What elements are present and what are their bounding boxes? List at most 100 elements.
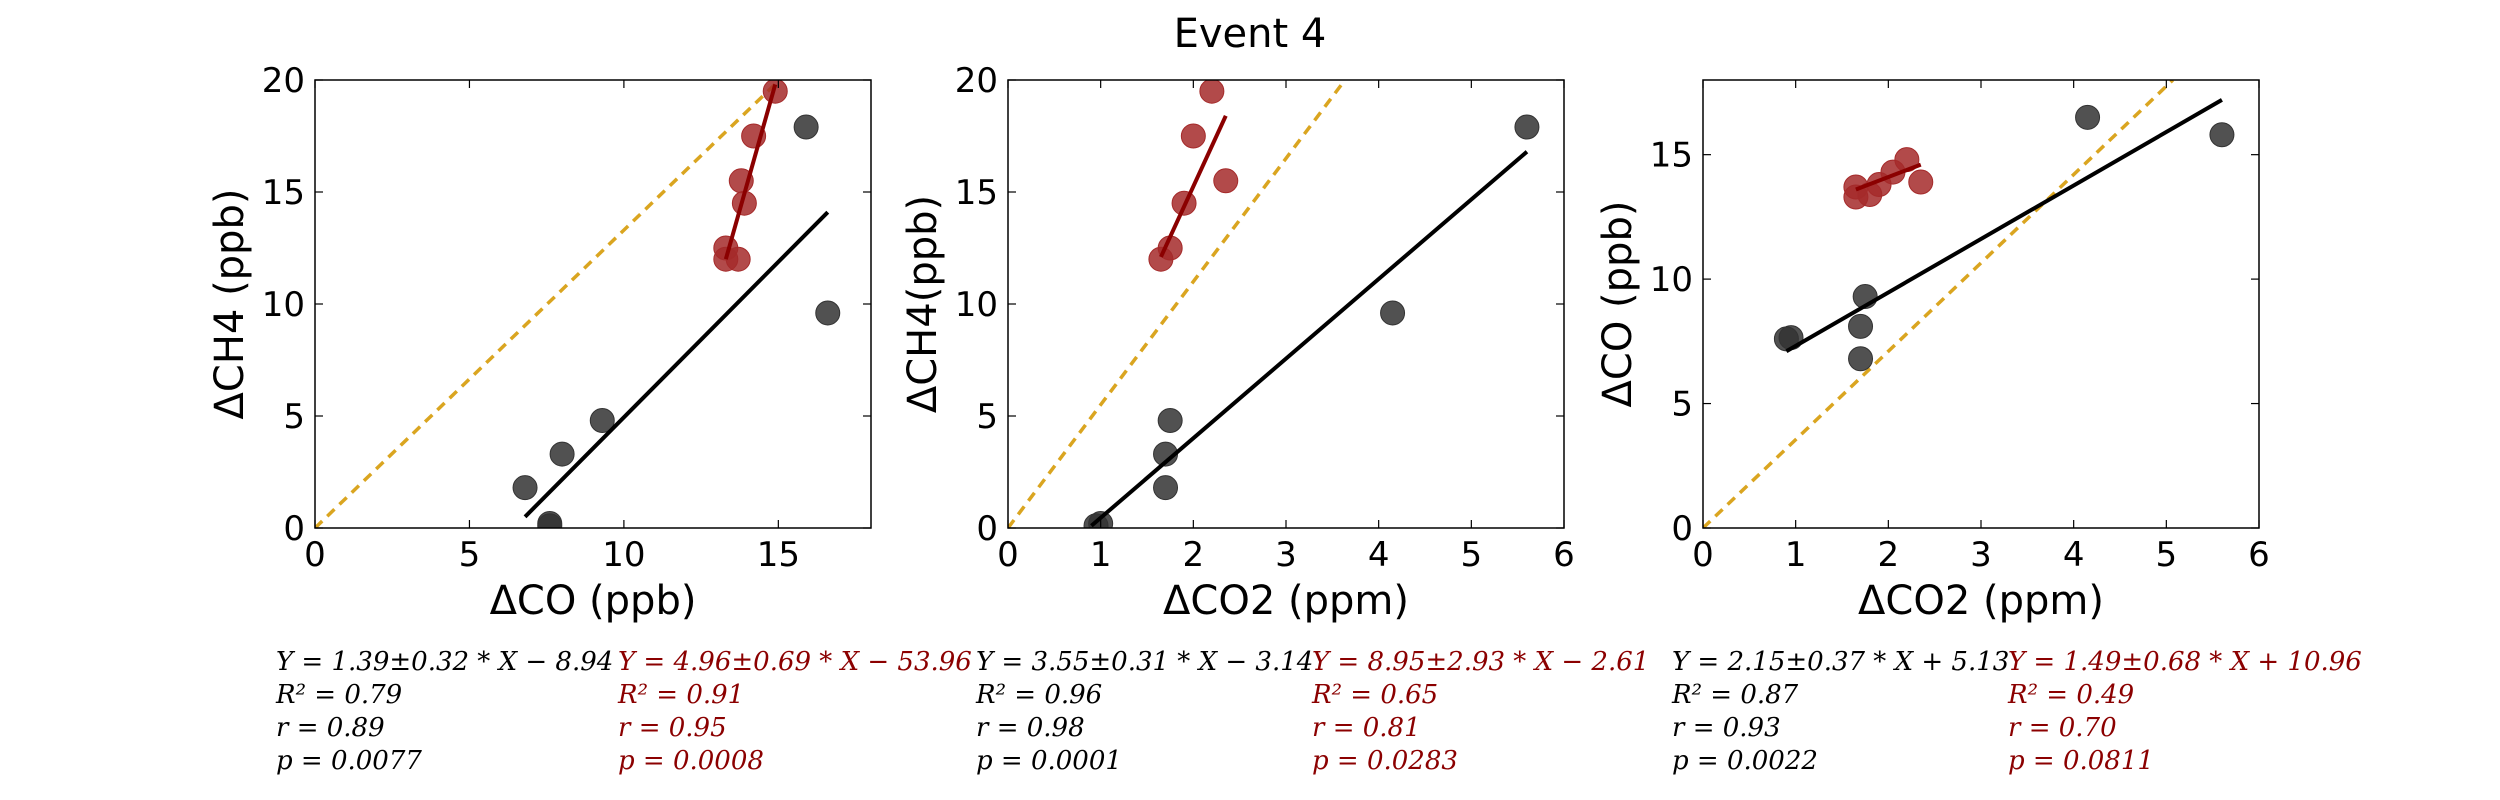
x-tick-label: 5	[459, 535, 481, 575]
black-stats-line: r = 0.89	[276, 713, 385, 743]
red-data-point	[1180, 123, 1206, 149]
chart-panel-2: 0 1 2 3 4 5 6 0 5 10 15 20 ΔCO2 (ppm) ΔCH4(ppb) Y = 3.…	[900, 61, 1649, 776]
black-stats-line: p = 0.0022	[1672, 746, 1818, 776]
black-stats-line: r = 0.93	[1672, 713, 1781, 743]
x-tick-label: 5	[1461, 535, 1483, 575]
red-stats-line: Y = 4.96±0.69 * X − 53.96	[618, 647, 972, 677]
red-fit-line	[723, 83, 778, 260]
y-tick-label: 20	[262, 61, 305, 101]
black-fit-line	[1090, 150, 1529, 528]
red-data-point	[1199, 80, 1225, 104]
y-tick-label: 15	[1650, 136, 1693, 176]
plot-area	[1008, 80, 1540, 528]
y-tick-label: 0	[283, 509, 305, 549]
black-data-point	[1157, 407, 1183, 433]
red-fit-line	[1855, 162, 1922, 192]
red-fit-line	[1159, 115, 1228, 258]
chart-panel-3: 0 1 2 3 4 5 6 0 5 10 15 ΔCO2 (ppm) ΔCO (ppb) Y = 2.15…	[1595, 79, 2362, 776]
x-tick-label: 6	[2248, 535, 2270, 575]
black-data-point	[1848, 313, 1874, 339]
x-axis-label: ΔCO2 (ppm)	[1858, 578, 2104, 624]
x-tick-label: 15	[757, 535, 800, 575]
y-tick-label: 20	[955, 61, 998, 101]
x-tick-label: 0	[1692, 535, 1714, 575]
y-tick-label: 10	[1650, 260, 1693, 300]
x-tick-label: 2	[1878, 535, 1900, 575]
x-tick-label: 4	[1368, 535, 1390, 575]
red-stats-line: R² = 0.49	[2007, 680, 2134, 710]
y-axis-label: ΔCO (ppb)	[1595, 201, 1641, 408]
black-fit-line	[1785, 98, 2223, 354]
plot-area	[1703, 80, 2235, 528]
red-stats-line: r = 0.70	[2008, 713, 2117, 743]
chart-panel-1: 0 5 10 15 0 5 10 15 20 ΔCO (ppb) ΔCH4 (ppb) Y = 1.3…	[207, 61, 972, 776]
black-stats-line: Y = 3.55±0.31 * X − 3.14	[976, 647, 1313, 677]
red-stats-line: r = 0.81	[1312, 713, 1421, 743]
plot-frame	[1702, 79, 2260, 529]
red-stats-line: r = 0.95	[618, 713, 727, 743]
plot-frame	[1007, 79, 1565, 529]
black-stats-line: R² = 0.87	[1671, 680, 1799, 710]
black-data-point	[1153, 475, 1179, 501]
y-tick-label: 5	[283, 397, 305, 437]
reference-line	[315, 80, 781, 528]
reference-line	[1703, 80, 2175, 528]
plot-frame	[314, 79, 872, 529]
y-tick-label: 5	[976, 397, 998, 437]
black-data-point	[589, 407, 615, 433]
black-data-point	[2209, 122, 2235, 148]
black-stats-line: p = 0.0001	[976, 746, 1122, 776]
y-tick-label: 15	[955, 173, 998, 213]
x-tick-label: 3	[1275, 535, 1297, 575]
black-data-point	[1380, 300, 1406, 326]
black-stats-line: Y = 1.39±0.32 * X − 8.94	[276, 647, 613, 677]
x-axis-label: ΔCO (ppb)	[490, 578, 697, 624]
reference-line	[1008, 80, 1347, 528]
x-tick-label: 1	[1090, 535, 1112, 575]
black-stats-line: R² = 0.79	[275, 680, 402, 710]
black-data-point	[815, 300, 841, 326]
red-stats-line: p = 0.0008	[618, 746, 764, 776]
red-stats-line: Y = 1.49±0.68 * X + 10.96	[2008, 647, 2362, 677]
black-data-point	[1848, 346, 1874, 372]
red-stats-line: p = 0.0283	[1312, 746, 1458, 776]
y-tick-label: 0	[1671, 509, 1693, 549]
black-data-point	[549, 441, 575, 467]
x-tick-label: 5	[2156, 535, 2178, 575]
black-data-point	[793, 114, 819, 140]
plot-area	[315, 80, 841, 528]
x-tick-label: 0	[997, 535, 1019, 575]
red-stats-line: p = 0.0811	[2008, 746, 2154, 776]
black-data-point	[2075, 104, 2101, 130]
red-stats-line: R² = 0.65	[1311, 680, 1438, 710]
x-tick-label: 3	[1970, 535, 1992, 575]
y-tick-label: 10	[955, 285, 998, 325]
x-tick-label: 2	[1183, 535, 1205, 575]
black-stats-line: R² = 0.96	[975, 680, 1102, 710]
y-axis-label: ΔCH4 (ppb)	[207, 189, 253, 420]
red-stats-line: R² = 0.91	[617, 680, 744, 710]
black-stats-line: p = 0.0077	[276, 746, 422, 776]
y-tick-label: 5	[1671, 385, 1693, 425]
red-stats-line: Y = 8.95±2.93 * X − 2.61	[1312, 647, 1649, 677]
x-tick-label: 4	[2063, 535, 2085, 575]
x-tick-label: 0	[304, 535, 326, 575]
red-data-point	[1908, 169, 1934, 195]
y-tick-label: 10	[262, 285, 305, 325]
black-data-point	[537, 513, 563, 528]
y-tick-label: 0	[976, 509, 998, 549]
x-tick-label: 6	[1553, 535, 1575, 575]
black-data-point	[512, 475, 538, 501]
figure-title: Event 4	[1174, 11, 1327, 57]
black-stats-line: r = 0.98	[976, 713, 1085, 743]
black-stats-line: Y = 2.15±0.37 * X + 5.13	[1672, 647, 2009, 677]
y-tick-label: 15	[262, 173, 305, 213]
red-data-point	[1213, 168, 1239, 194]
black-fit-line	[523, 210, 830, 519]
y-axis-label: ΔCH4(ppb)	[900, 195, 946, 413]
black-data-point	[1514, 114, 1540, 140]
x-axis-label: ΔCO2 (ppm)	[1163, 578, 1409, 624]
x-tick-label: 10	[602, 535, 645, 575]
